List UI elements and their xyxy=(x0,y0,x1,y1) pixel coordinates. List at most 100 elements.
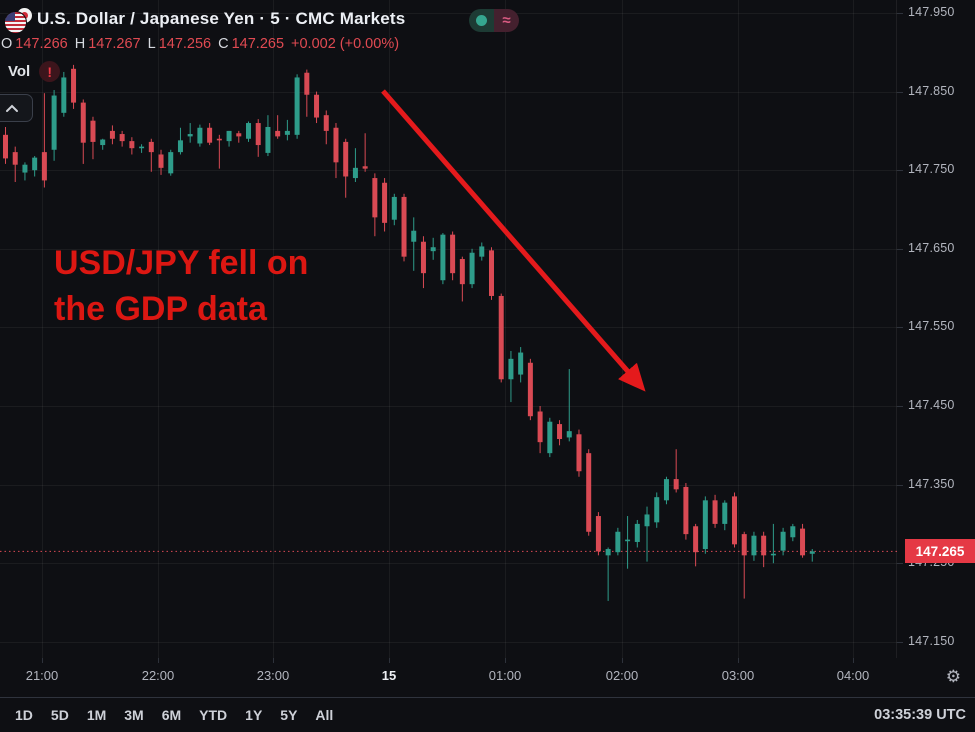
candle-body xyxy=(654,497,660,523)
candle-body xyxy=(391,196,397,220)
candle-body xyxy=(489,250,494,296)
candle-body xyxy=(712,500,718,524)
warning-icon[interactable]: ! xyxy=(39,61,61,82)
price-tick xyxy=(897,485,903,486)
market-open-dot-icon xyxy=(476,15,487,26)
candle-body xyxy=(294,77,300,135)
candle-body xyxy=(411,230,417,242)
range-button-5y[interactable]: 5Y xyxy=(280,707,298,723)
us-flag-canton xyxy=(5,12,15,21)
candle-body xyxy=(372,178,378,218)
candle-body xyxy=(450,234,456,274)
chevron-up-icon xyxy=(6,104,18,112)
candle-body xyxy=(100,139,106,146)
time-tick xyxy=(273,658,274,663)
candle-body xyxy=(780,531,786,551)
range-button-5d[interactable]: 5D xyxy=(50,707,69,723)
bottom-toolbar: 1D 5D 1M 3M 6M YTD 1Y 5Y All 03:35:39 UTC xyxy=(0,697,975,732)
candle-body xyxy=(576,434,582,472)
time-tick xyxy=(158,658,159,663)
chart-canvas[interactable]: USD/JPY fell on the GDP data U.S. Dollar… xyxy=(0,0,897,658)
candle-body xyxy=(732,496,737,545)
price-tick-label: 147.350 xyxy=(908,477,955,491)
candle-body xyxy=(12,152,18,165)
candle-body xyxy=(751,535,757,556)
range-button-1d[interactable]: 1D xyxy=(15,707,33,723)
us-flag-icon xyxy=(4,11,27,34)
time-axis[interactable]: ⚙ 21:00 22:00 23:00 15 01:00 02:00 03:00 04:00 xyxy=(0,658,975,697)
last-price-value: 147.265 xyxy=(915,543,965,559)
candle-body xyxy=(216,138,222,141)
range-button-1y[interactable]: 1Y xyxy=(245,707,263,723)
approx-price-segment: ≈ xyxy=(494,9,519,32)
candle-body xyxy=(275,130,281,137)
candle-body xyxy=(187,134,193,137)
candle-body xyxy=(314,94,320,118)
low-value: 147.256 xyxy=(158,36,212,52)
candle-body xyxy=(722,502,728,524)
candle-body xyxy=(119,134,125,142)
candle-body xyxy=(90,120,96,142)
price-tick xyxy=(897,170,903,171)
candle-body xyxy=(51,95,57,150)
candle-body xyxy=(557,424,563,440)
candle-body xyxy=(343,141,349,177)
candle-body xyxy=(129,141,135,149)
candle-body xyxy=(284,130,290,135)
price-tick xyxy=(897,642,903,643)
market-status-toggle[interactable]: ≈ xyxy=(469,9,519,32)
price-tick xyxy=(897,327,903,328)
clock[interactable]: 03:35:39 UTC xyxy=(874,707,966,723)
annotation-text: USD/JPY fell on the GDP data xyxy=(54,240,308,332)
time-tick xyxy=(505,658,506,663)
candle-body xyxy=(22,164,28,173)
range-button-all[interactable]: All xyxy=(315,707,334,723)
candle-body xyxy=(663,479,669,501)
range-button-ytd[interactable]: YTD xyxy=(199,707,228,723)
range-button-6m[interactable]: 6M xyxy=(161,707,182,723)
market-open-segment xyxy=(469,9,494,32)
time-tick xyxy=(622,658,623,663)
range-button-1m[interactable]: 1M xyxy=(86,707,107,723)
annotation-line1: USD/JPY fell on xyxy=(54,244,309,282)
price-tick xyxy=(897,406,903,407)
time-tick xyxy=(738,658,739,663)
candle-body xyxy=(518,352,524,375)
high-label: H xyxy=(74,36,86,52)
candle-body xyxy=(382,182,388,223)
close-label: C xyxy=(218,36,229,52)
candle-body xyxy=(226,130,232,142)
price-tick-label: 147.550 xyxy=(908,319,955,333)
candle-body xyxy=(71,68,77,103)
candle-body xyxy=(41,152,47,181)
candle-body xyxy=(741,534,747,556)
candle-body xyxy=(605,549,611,556)
price-tick-label: 147.650 xyxy=(908,241,955,255)
candle-body xyxy=(527,362,533,417)
candle-body xyxy=(809,551,815,554)
candle-body xyxy=(109,130,115,139)
candle-body xyxy=(595,516,601,552)
candle-body xyxy=(323,115,329,131)
range-button-3m[interactable]: 3M xyxy=(124,707,144,723)
open-value: 147.266 xyxy=(15,36,68,52)
candle-body xyxy=(440,234,446,281)
candle-body xyxy=(644,514,650,527)
volume-indicator-row: Vol ! xyxy=(8,61,61,82)
price-tick xyxy=(897,563,903,564)
collapse-panel-button[interactable] xyxy=(0,94,33,122)
candle-body xyxy=(498,295,504,380)
candle-body xyxy=(634,523,640,542)
candle-body xyxy=(207,127,213,143)
time-tick xyxy=(389,658,390,663)
price-tick xyxy=(897,249,903,250)
time-tick-label: 23:00 xyxy=(256,668,290,683)
time-tick-label: 01:00 xyxy=(488,668,522,683)
price-tick-label: 147.450 xyxy=(908,398,955,412)
change-value: +0.002 (+0.00%) xyxy=(291,36,400,52)
ohlc-row: O 147.266 H 147.267 L 147.256 C 147.265 … xyxy=(1,36,399,52)
candle-body xyxy=(401,196,407,257)
price-tick-label: 147.950 xyxy=(908,5,955,19)
gear-icon[interactable]: ⚙ xyxy=(945,667,961,686)
